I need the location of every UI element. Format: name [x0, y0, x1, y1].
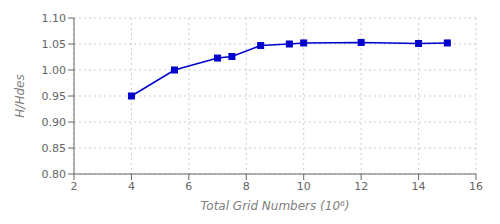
svg-text:0.95: 0.95 — [42, 90, 67, 103]
svg-text:4: 4 — [128, 180, 135, 193]
svg-text:1.00: 1.00 — [42, 64, 67, 77]
svg-text:0.80: 0.80 — [42, 168, 67, 181]
svg-text:Total Grid Numbers (10⁶): Total Grid Numbers (10⁶) — [200, 199, 349, 213]
svg-text:1.10: 1.10 — [42, 12, 67, 25]
svg-text:0.90: 0.90 — [42, 116, 67, 129]
svg-text:H/Hdes: H/Hdes — [13, 74, 27, 117]
svg-text:8: 8 — [243, 180, 250, 193]
svg-text:1.05: 1.05 — [42, 38, 67, 51]
svg-text:0.85: 0.85 — [42, 142, 67, 155]
svg-text:6: 6 — [185, 180, 192, 193]
svg-text:2: 2 — [71, 180, 78, 193]
svg-text:10: 10 — [297, 180, 311, 193]
svg-text:14: 14 — [412, 180, 426, 193]
svg-text:12: 12 — [354, 180, 368, 193]
svg-text:16: 16 — [469, 180, 483, 193]
